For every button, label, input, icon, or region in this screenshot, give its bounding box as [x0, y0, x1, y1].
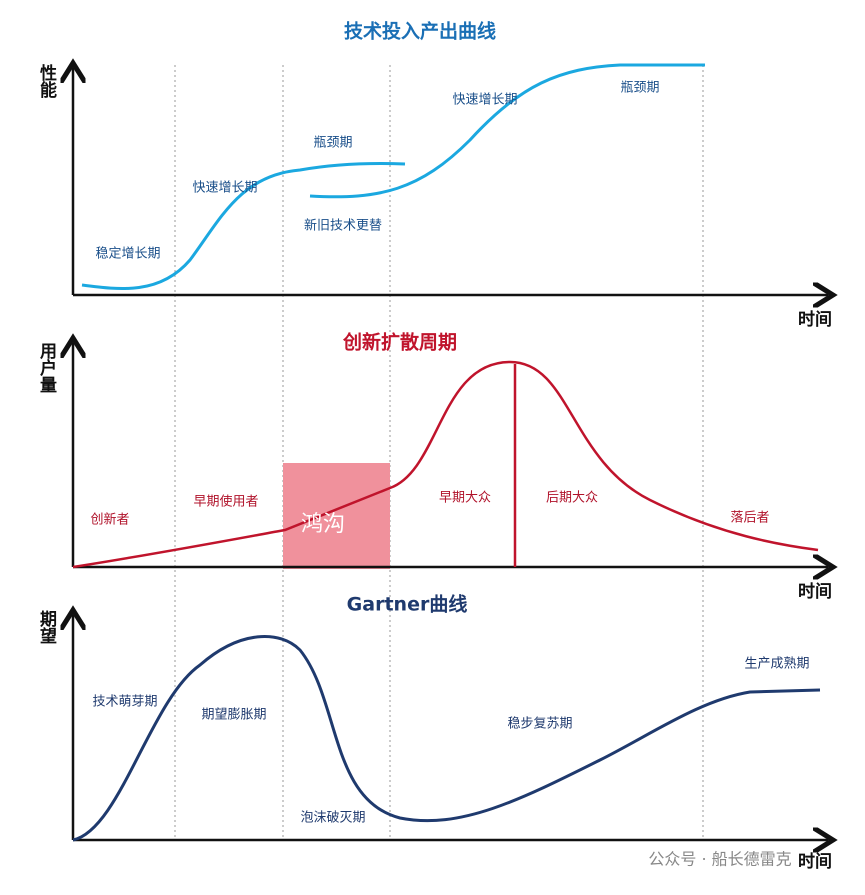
label: 鸿沟	[301, 512, 345, 537]
y-axis-label: 期望	[36, 610, 56, 644]
guides	[174, 65, 704, 840]
label: 稳定增长期	[95, 246, 160, 262]
x-axis-label: 时间	[798, 851, 832, 872]
label: 瓶颈期	[620, 81, 659, 96]
label: 技术萌芽期	[92, 695, 157, 710]
curve	[72, 635, 821, 842]
label: 早期大众	[439, 491, 491, 506]
title: 技术投入产出曲线	[344, 20, 496, 43]
curve	[81, 162, 406, 291]
x-axis-label: 时间	[798, 309, 832, 330]
y-axis-label: 用户量	[36, 342, 56, 393]
label: 稳步复苏期	[507, 716, 572, 732]
label: 生产成熟期	[744, 656, 809, 672]
y-axis-label: 性能	[36, 64, 56, 98]
label: 快速增长期	[452, 93, 517, 108]
label: 快速增长期	[192, 181, 257, 196]
curve	[309, 63, 705, 199]
watermark: 公众号 · 船长德雷克	[648, 850, 791, 869]
label: 早期使用者	[193, 494, 258, 510]
x-axis-label: 时间	[798, 581, 832, 602]
label: 泡沫破灭期	[300, 811, 365, 826]
title: Gartner曲线	[347, 593, 468, 616]
label: 创新者	[90, 512, 129, 528]
curve	[72, 360, 819, 569]
label: 落后者	[730, 511, 769, 526]
title: 创新扩散周期	[342, 331, 457, 354]
label: 后期大众	[546, 491, 598, 506]
label: 期望膨胀期	[201, 707, 266, 723]
label: 瓶颈期	[313, 136, 352, 151]
chasm	[283, 463, 390, 569]
label: 新旧技术更替	[304, 218, 382, 234]
